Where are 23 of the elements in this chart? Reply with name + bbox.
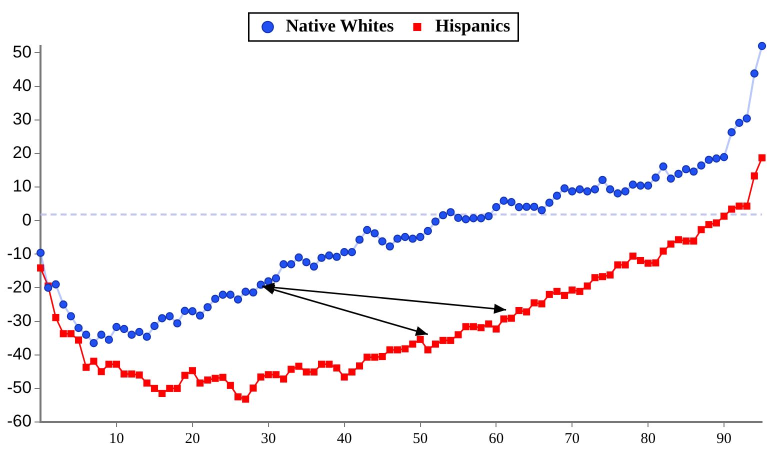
x-tick-label: 30 <box>260 430 276 447</box>
x-tick-label: 20 <box>184 430 200 447</box>
x-tick-label: 50 <box>412 430 428 447</box>
y-tick-label: -10 <box>6 244 32 263</box>
x-tick-label: 90 <box>716 430 732 447</box>
x-tick-label: 40 <box>336 430 352 447</box>
legend-label: Native Whites <box>286 16 394 36</box>
y-tick-label: 0 <box>22 210 32 230</box>
y-tick-label: -50 <box>6 378 32 398</box>
x-tick-label: 80 <box>640 430 656 447</box>
y-tick-label: -30 <box>6 310 32 330</box>
y-tick-label: -20 <box>6 277 32 296</box>
y-tick-label: 20 <box>12 143 32 162</box>
y-tick-label: 50 <box>12 42 32 62</box>
legend-label: Hispanics <box>435 16 510 36</box>
x-tick-label: 10 <box>109 430 124 447</box>
y-tick-label: 10 <box>12 176 32 196</box>
y-tick-label: 40 <box>12 76 32 95</box>
y-tick-label: -40 <box>6 344 32 364</box>
x-tick-label: 70 <box>564 430 580 447</box>
x-tick-label: 60 <box>488 430 504 447</box>
y-tick-label: 30 <box>12 110 32 129</box>
y-tick-label: -60 <box>6 412 32 431</box>
